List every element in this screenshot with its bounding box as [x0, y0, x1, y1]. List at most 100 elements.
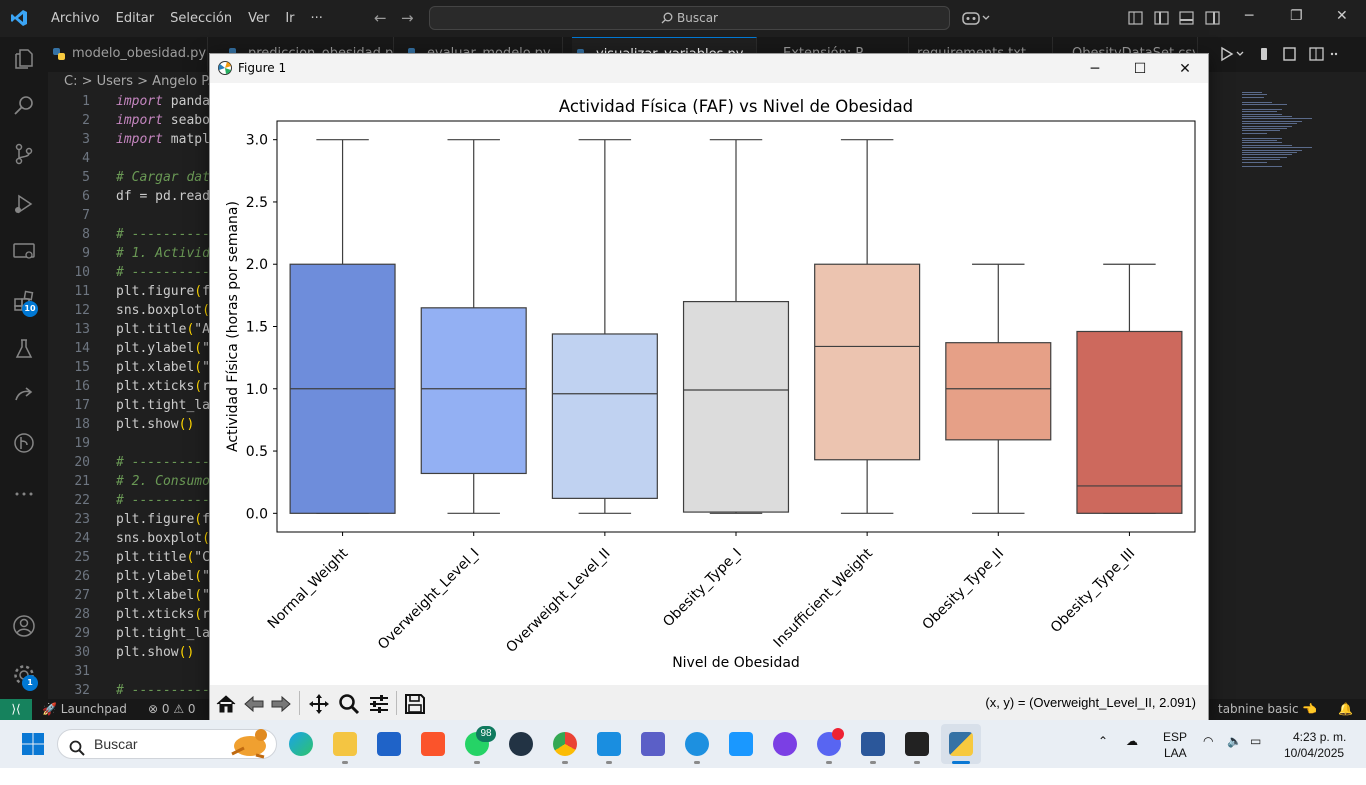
taskbar-terminal-icon[interactable]	[905, 732, 929, 756]
x-tick-label: Obesity_Type_III	[1048, 546, 1139, 637]
code-text: sns.boxplot(	[116, 531, 210, 546]
code-line: 3 import matpl	[48, 130, 248, 149]
minimap-line	[1242, 108, 1282, 110]
minimap-line	[1242, 144, 1292, 146]
git-graph-icon[interactable]	[12, 431, 36, 455]
tray-wifi-icon[interactable]: ◠	[1203, 734, 1214, 748]
taskbar-teams-icon[interactable]	[641, 732, 665, 756]
customize-layout-icon[interactable]	[1128, 10, 1224, 30]
active-indicator	[952, 761, 970, 764]
minimize-icon[interactable]: ─	[1245, 8, 1254, 24]
close-icon[interactable]: ✕	[1336, 8, 1348, 24]
code-text: # ----------	[116, 455, 210, 470]
tray-volume-icon[interactable]: 🔈	[1227, 734, 1242, 748]
tab-modelo-obesidad[interactable]: modelo_obesidad.py	[48, 37, 208, 72]
minimap-line	[1242, 92, 1262, 93]
launchpad-button[interactable]: 🚀 Launchpad	[42, 702, 127, 716]
taskbar-vscode-icon[interactable]	[597, 732, 621, 756]
zoom-magnifier-icon[interactable]	[337, 692, 361, 716]
minimap-line	[1242, 123, 1297, 125]
save-floppy-icon[interactable]	[403, 692, 427, 716]
back-arrow-icon[interactable]	[242, 692, 266, 716]
figure-minimize-icon[interactable]: ─	[1090, 61, 1100, 77]
taskbar-penguin-icon[interactable]	[509, 732, 533, 756]
figure-close-icon[interactable]: ✕	[1179, 61, 1191, 77]
restore-icon[interactable]: ❐	[1290, 8, 1303, 24]
tray-cloud-icon[interactable]: ☁	[1126, 734, 1138, 748]
copilot-icon[interactable]	[962, 10, 990, 30]
menu-ver[interactable]: Ver	[248, 11, 270, 26]
tray-chevron-icon[interactable]: ⌃	[1098, 734, 1109, 748]
testing-icon[interactable]	[12, 337, 36, 361]
taskbar-docker-icon[interactable]	[685, 732, 709, 756]
run-debug-icon[interactable]	[12, 192, 36, 216]
taskbar-brave-icon[interactable]	[421, 732, 445, 756]
run-python-icon[interactable]	[1220, 45, 1340, 67]
tray-time[interactable]: 4:23 p. m.	[1293, 730, 1347, 744]
figure-maximize-icon[interactable]: ☐	[1133, 61, 1147, 77]
minimap-line	[1242, 161, 1267, 163]
menu-more[interactable]: ···	[310, 11, 323, 26]
code-text: plt.show()	[116, 417, 195, 432]
x-tick-label: Overweight_Level_II	[503, 546, 613, 656]
tray-language-top[interactable]: ESP	[1163, 730, 1188, 744]
extensions-badge: 10	[22, 301, 38, 317]
home-icon[interactable]	[214, 692, 238, 716]
explorer-icon[interactable]	[12, 47, 36, 71]
breadcrumb[interactable]: C: > Users > Angelo P. Co	[48, 72, 248, 92]
minimap[interactable]	[1238, 92, 1348, 192]
tray-date[interactable]: 10/04/2025	[1284, 746, 1345, 760]
windows-start-icon[interactable]	[21, 732, 45, 760]
back-arrow-icon[interactable]: ←	[374, 9, 387, 27]
code-text: plt.title("C	[116, 550, 210, 565]
figure-canvas[interactable]: Actividad Física (FAF) vs Nivel de Obesi…	[210, 83, 1208, 685]
menu-archivo[interactable]: Archivo	[51, 11, 100, 26]
taskbar-chrome-icon[interactable]	[553, 732, 577, 756]
accounts-icon[interactable]	[12, 614, 36, 638]
minimap-line	[1242, 147, 1312, 149]
x-tick-label: Obesity_Type_I	[660, 546, 745, 631]
taskbar-search[interactable]: Buscar	[57, 729, 277, 759]
figure-titlebar[interactable]: Figure 1 ─ ☐ ✕	[210, 54, 1208, 83]
tray-language-bottom[interactable]: LAA	[1164, 746, 1187, 760]
configure-subplots-icon[interactable]	[367, 692, 391, 716]
code-text: plt.tight_la	[116, 398, 210, 413]
code-line: 30 plt.show()	[48, 643, 248, 662]
source-control-icon[interactable]	[12, 142, 36, 166]
search-sidebar-icon[interactable]	[12, 94, 36, 118]
taskbar-podcast-icon[interactable]	[773, 732, 797, 756]
menu-editar[interactable]: Editar	[115, 11, 155, 26]
tray-battery-icon[interactable]: ▭	[1250, 734, 1262, 748]
forward-arrow-icon[interactable]: →	[401, 9, 414, 27]
taskbar-store-icon[interactable]	[377, 732, 401, 756]
menu-seleccion[interactable]: Selección	[170, 11, 233, 26]
taskbar-edge-icon[interactable]	[289, 732, 313, 756]
minimap-line	[1242, 132, 1267, 134]
taskbar-file-explorer-icon[interactable]	[333, 732, 357, 756]
more-views-icon[interactable]	[12, 482, 36, 506]
remote-explorer-icon[interactable]	[12, 240, 36, 264]
taskbar-python-figure-icon[interactable]	[949, 732, 973, 756]
code-line: 1 import panda	[48, 92, 248, 111]
line-number: 9	[82, 246, 90, 261]
remote-indicator-icon[interactable]: ⟩⟨	[0, 699, 32, 720]
tabnine-indicator[interactable]: tabnine basic 👈	[1218, 702, 1318, 716]
line-number: 10	[74, 265, 90, 280]
taskbar-word-icon[interactable]	[861, 732, 885, 756]
code-line: 25 plt.title("C	[48, 548, 248, 567]
line-number: 19	[74, 436, 90, 451]
minimap-line	[1242, 140, 1277, 141]
pan-move-icon[interactable]	[307, 692, 331, 716]
problems-indicator[interactable]: ⊗ 0 ⚠ 0	[148, 702, 196, 716]
python-file-icon	[53, 48, 65, 60]
notifications-bell-icon[interactable]: 🔔	[1338, 702, 1353, 716]
menu-ir[interactable]: Ir	[285, 11, 295, 26]
code-line: 29 plt.tight_la	[48, 624, 248, 643]
minimap-line	[1242, 152, 1297, 153]
code-line: 28 plt.xticks(r	[48, 605, 248, 624]
taskbar-prime-video-icon[interactable]	[729, 732, 753, 756]
command-search[interactable]: Buscar	[429, 6, 950, 30]
forward-arrow-icon[interactable]	[269, 692, 293, 716]
live-share-icon[interactable]	[12, 383, 36, 407]
